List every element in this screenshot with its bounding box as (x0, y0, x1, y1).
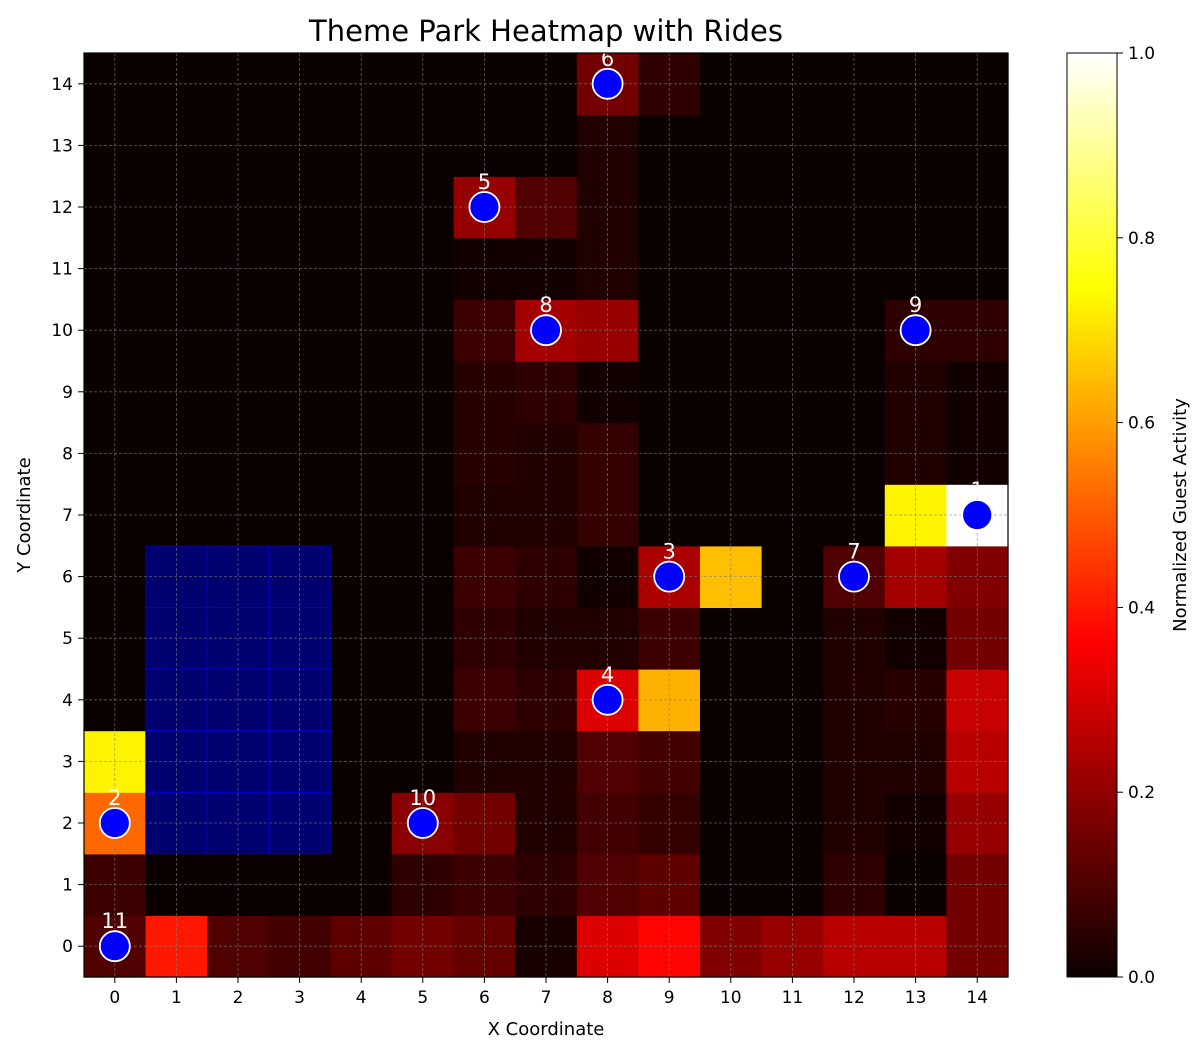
ride-marker: 11 (98, 909, 131, 963)
ride-marker: 2 (98, 786, 131, 839)
colorbar-tick-label: 0.4 (1128, 598, 1155, 618)
ride-marker: 5 (468, 170, 501, 223)
colorbar-ticks: 0.0 0.2 0.4 0.6 0.8 1.0 (1117, 44, 1155, 988)
y-tick-label: 8 (62, 444, 73, 464)
x-tick-label: 13 (905, 988, 927, 1008)
x-tick-label: 2 (233, 988, 244, 1008)
ride-point (653, 560, 686, 593)
ride-point (591, 67, 624, 100)
y-axis-label: Y Coordinate (14, 457, 35, 573)
heatmap-cell (392, 545, 455, 608)
ride-label: 11 (101, 909, 128, 933)
x-tick-label: 10 (720, 988, 742, 1008)
y-tick-label: 12 (51, 198, 73, 218)
x-tick-label: 8 (602, 988, 613, 1008)
colorbar-tick-label: 0.6 (1128, 414, 1155, 434)
ride-marker: 10 (406, 786, 439, 839)
ride-point (591, 683, 624, 716)
colorbar-gradient (1066, 52, 1118, 978)
ride-point (98, 807, 131, 839)
heatmap-cell (576, 545, 639, 608)
x-tick-label: 3 (294, 988, 305, 1008)
y-tick-label: 4 (62, 691, 73, 711)
heatmap-cell (576, 361, 639, 424)
ride-label: 7 (847, 540, 860, 564)
ride-label: 1 (971, 478, 984, 502)
ride-marker: 9 (899, 293, 932, 347)
ride-label: 5 (478, 170, 491, 194)
ride-point (838, 560, 870, 593)
ride-point (961, 499, 994, 531)
y-tick-label: 0 (62, 937, 73, 957)
ride-label: 10 (409, 786, 436, 810)
x-tick-label: 0 (109, 988, 120, 1008)
y-tick-label: 3 (62, 752, 73, 772)
y-tick-label: 11 (51, 260, 73, 280)
x-axis-ticks: 0 1 2 3 4 5 6 7 8 9 10 11 12 13 14 (109, 977, 988, 1008)
ride-label: 8 (539, 293, 552, 317)
colorbar-tick-label: 1.0 (1128, 44, 1155, 64)
y-tick-label: 7 (62, 506, 73, 526)
y-tick-label: 14 (51, 75, 73, 95)
ride-marker: 3 (653, 540, 686, 593)
y-tick-label: 13 (51, 136, 73, 156)
colorbar-tick-label: 0.8 (1128, 229, 1155, 249)
x-tick-label: 1 (171, 988, 182, 1008)
x-tick-label: 9 (664, 988, 675, 1008)
ride-marker: 4 (591, 663, 624, 716)
ride-marker: 1 (961, 478, 994, 531)
ride-point (899, 314, 932, 347)
x-tick-label: 11 (782, 988, 804, 1008)
x-tick-label: 14 (966, 988, 988, 1008)
ride-point (98, 930, 131, 963)
ride-label: 4 (601, 663, 614, 687)
ride-point (406, 807, 439, 839)
x-tick-label: 7 (541, 988, 552, 1008)
y-tick-label: 10 (51, 321, 73, 341)
y-tick-label: 6 (62, 568, 73, 588)
heatmap-cell (392, 361, 455, 424)
ride-markers: 1 2 3 4 5 6 7 8 9 10 11 (98, 47, 994, 963)
colorbar-label: Normalized Guest Activity (1170, 398, 1191, 632)
colorbar-tick-label: 0.0 (1128, 968, 1155, 988)
x-tick-label: 4 (356, 988, 367, 1008)
ride-label: 9 (909, 293, 922, 317)
x-axis-label: X Coordinate (488, 1019, 605, 1040)
colorbar: 0.0 0.2 0.4 0.6 0.8 1.0 Normalized Guest Acti… (1066, 44, 1191, 988)
ride-marker: 7 (838, 540, 870, 593)
x-tick-label: 12 (843, 988, 865, 1008)
ride-label: 3 (663, 540, 676, 564)
ride-label: 6 (601, 47, 614, 71)
ride-point (530, 314, 562, 347)
ride-point (468, 191, 501, 223)
y-tick-label: 1 (62, 876, 73, 896)
ride-marker: 6 (591, 47, 624, 100)
y-tick-label: 9 (62, 383, 73, 403)
colorbar-tick-label: 0.2 (1128, 783, 1155, 803)
x-tick-label: 5 (417, 988, 428, 1008)
ride-marker: 8 (530, 293, 562, 347)
water-cell (206, 545, 270, 608)
chart-title: Theme Park Heatmap with Rides (308, 14, 783, 48)
ride-label: 2 (108, 786, 121, 810)
y-tick-label: 2 (62, 814, 73, 834)
x-tick-label: 6 (479, 988, 490, 1008)
y-tick-label: 5 (62, 629, 73, 649)
